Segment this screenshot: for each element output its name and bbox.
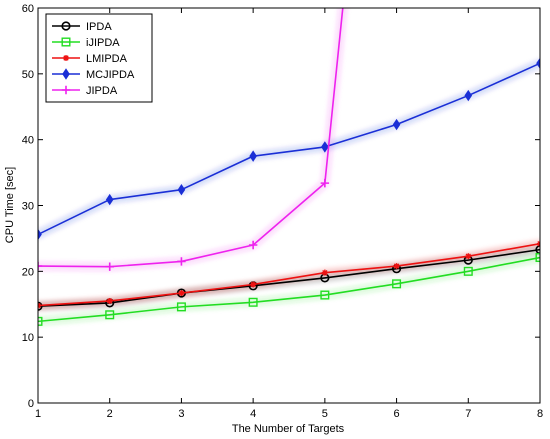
data-point-ijipda-2 [105,310,115,320]
x-tick-label-1: 1 [35,408,41,420]
plot-area [38,8,540,326]
data-point-mcjipda-4 [249,150,257,162]
y-axis-label: CPU Time [sec] [4,167,16,243]
y-tick-label-50: 50 [22,69,34,81]
data-point-ijipda-8 [535,253,540,263]
data-point-lmipda-2 [106,297,113,304]
y-tick-label-40: 40 [22,135,34,147]
data-point-mcjipda-8 [536,57,540,70]
x-tick-label-5: 5 [322,408,328,420]
legend: IPDA iJIPDA LMIPDA MCJIPDA JIPDA [45,13,153,103]
data-point-mcjipda-3 [177,183,186,196]
legend-entry-jipda: JIPDA [52,85,118,97]
y-tick-label-60: 60 [22,3,34,15]
x-tick-label-7: 7 [465,408,471,420]
x-tick-label-4: 4 [250,408,256,420]
legend-entry-ijipda: iJIPDA [52,37,120,49]
series-line-ijipda [38,256,540,323]
legend-label-mcjipda: MCJIPDA [86,69,135,81]
data-point-lmipda-7 [465,253,472,260]
data-point-mcjipda-2 [105,193,114,206]
data-point-jipda-1 [38,261,43,271]
series-line-ipda [38,248,540,308]
x-axis-label: The Number of Targets [232,423,345,435]
legend-marker-ijipda [61,37,71,47]
y-tick-label-30: 30 [22,201,34,213]
series-line-mcjipda [38,62,540,236]
legend-marker-jipda [61,85,71,95]
legend-marker-lmipda [63,55,69,61]
legend-label-ipda: IPDA [86,21,112,33]
data-point-lmipda-3 [178,290,185,297]
y-tick-label-0: 0 [28,398,34,410]
x-tick-label-2: 2 [107,408,113,420]
data-point-lmipda-4 [250,281,257,288]
legend-label-jipda: JIPDA [86,85,118,97]
x-tick-label-8: 8 [537,408,543,420]
series-layer [38,8,540,326]
data-point-jipda-2 [105,262,114,271]
y-tick-label-10: 10 [22,332,34,344]
axes: 1 2 3 4 5 6 7 8 0 10 20 30 40 50 60 [22,3,543,420]
data-point-mcjipda-1 [38,228,42,241]
legend-label-ijipda: iJIPDA [86,37,120,49]
data-point-lmipda-5 [321,269,328,276]
legend-label-lmipda: LMIPDA [86,53,128,65]
data-point-mcjipda-5 [321,141,329,153]
legend-entry-lmipda: LMIPDA [52,53,128,65]
data-point-jipda-4 [248,240,258,250]
legend-marker-ipda [61,21,71,31]
data-point-ijipda-3 [176,302,186,312]
data-point-jipda-3 [177,257,186,266]
data-point-ijipda-7 [463,266,473,276]
x-tick-label-3: 3 [178,408,184,420]
series-line-jipda [38,8,344,268]
x-tick-label-6: 6 [394,408,400,420]
legend-entry-mcjipda: MCJIPDA [52,68,135,81]
legend-entry-ipda: IPDA [52,21,112,33]
data-point-ijipda-6 [392,279,402,289]
data-point-ijipda-5 [320,290,330,300]
y-tick-label-20: 20 [22,266,34,278]
data-point-lmipda-6 [393,263,400,270]
legend-marker-mcjipda [62,68,70,80]
data-point-mcjipda-6 [392,118,401,131]
data-point-ipda-8 [535,245,540,255]
data-point-ijipda-4 [248,297,258,307]
data-point-mcjipda-7 [464,89,473,102]
data-point-jipda-5 [320,178,330,188]
series-line-lmipda [38,242,540,307]
